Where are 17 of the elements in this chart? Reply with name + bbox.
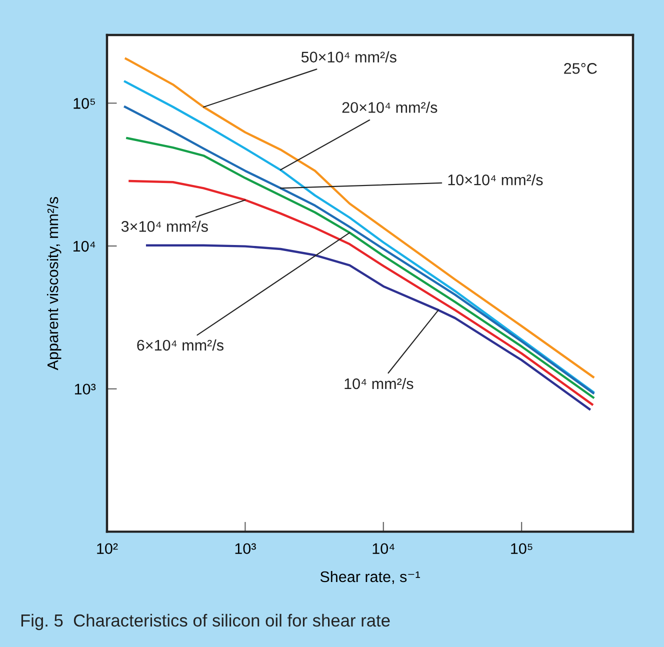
annotation: 25°C: [564, 63, 597, 74]
annotation: 10⁴ mm²/s: [344, 378, 414, 390]
annotation: 20×10⁴ mm²/s: [342, 102, 438, 113]
text: Fig. 5 Characteristics of silicon oil for shear rate: [21, 614, 390, 630]
y-tick-label: 10³: [74, 384, 96, 395]
x-tick-label: 10⁵: [511, 543, 532, 554]
x-tick-label: 10³: [235, 543, 256, 554]
x-tick-label: 10⁴: [372, 543, 394, 554]
annotation: 6×10⁴ mm²/s: [137, 339, 224, 351]
annotation: 10×10⁴ mm²/s: [448, 174, 543, 186]
x-tick-label: 10²: [97, 543, 118, 554]
y-tick-label: 10⁴: [73, 240, 96, 252]
y-axis-title: Apparent viscosity, mm²/s: [46, 197, 62, 370]
annotation: 3×10⁴ mm²/s: [121, 220, 208, 232]
x-axis-title: Shear rate, s⁻¹: [320, 570, 420, 584]
y-tick-label: 10⁵: [74, 98, 95, 109]
annotation: 50×10⁴ mm²/s: [301, 51, 396, 62]
